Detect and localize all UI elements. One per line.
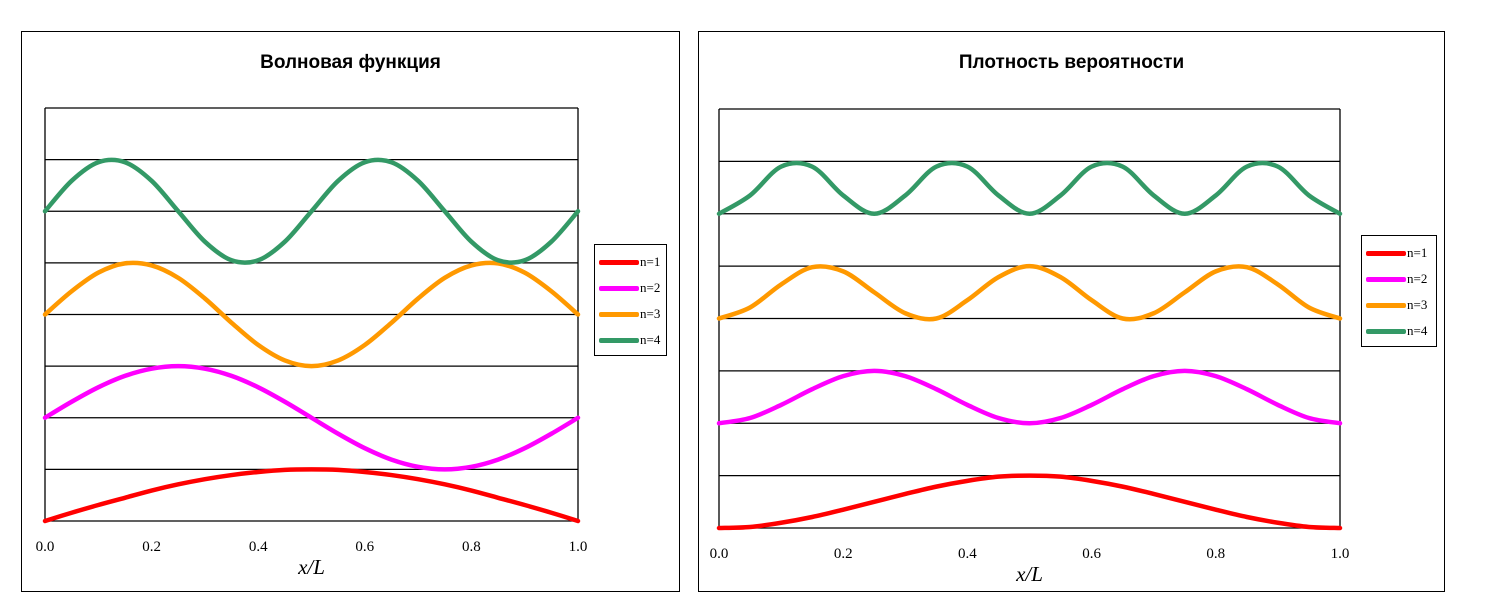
series-line-n1	[42, 467, 581, 524]
series-line-n2	[42, 363, 581, 472]
x-axis-label: x/L	[297, 555, 325, 579]
legend-label: n=2	[640, 280, 661, 295]
legend-swatch	[599, 259, 639, 265]
x-tick-label: 0.2	[834, 546, 853, 562]
series-line-n2	[716, 368, 1343, 426]
chart-title: Волновая функция	[260, 52, 441, 73]
legend-item: n=1	[599, 249, 661, 275]
series-line-n4	[716, 160, 1343, 216]
x-tick-label: 0.8	[1206, 546, 1225, 562]
x-tick-label: 0.0	[710, 546, 729, 562]
probability-density-plot: 0.0 0.2 0.4 0.6 0.8 1.0 x/L	[710, 108, 1350, 586]
x-axis-label: x/L	[1015, 562, 1043, 586]
x-tick-label: 1.0	[1331, 546, 1350, 562]
legend-label: n=1	[1407, 245, 1428, 260]
chart-panel-probability-density: Плотность вероятности 0.0 0.2 0.4 0.6 0.8 1.0…	[698, 31, 1445, 592]
x-tick-label: 0.4	[249, 539, 268, 555]
chart-legend: n=1 n=2 n=3 n=4	[1361, 235, 1437, 347]
chart-panel-wavefunction: Волновая функция 0.0 0.2 0.4 0.6 0.8 1.0 x/L n…	[21, 31, 680, 592]
x-tick-label: 1.0	[569, 539, 588, 555]
legend-label: n=3	[640, 306, 661, 321]
legend-label: n=3	[1407, 297, 1428, 312]
legend-swatch	[1366, 250, 1406, 256]
legend-item: n=4	[1366, 318, 1431, 344]
legend-item: n=1	[1366, 240, 1431, 266]
legend-swatch	[1366, 302, 1406, 308]
legend-label: n=2	[1407, 271, 1428, 286]
chart-title: Плотность вероятности	[958, 52, 1185, 73]
x-tick-label: 0.0	[36, 539, 55, 555]
x-tick-label: 0.6	[1082, 546, 1101, 562]
chart-legend: n=1 n=2 n=3 n=4	[594, 244, 667, 356]
legend-swatch	[599, 337, 639, 343]
legend-item: n=3	[1366, 292, 1431, 318]
legend-label: n=1	[640, 254, 661, 269]
legend-label: n=4	[640, 332, 661, 347]
legend-swatch	[599, 311, 639, 317]
x-tick-label: 0.2	[142, 539, 161, 555]
legend-item: n=4	[599, 327, 661, 353]
series-line-n3	[42, 260, 581, 369]
legend-swatch	[1366, 328, 1406, 334]
legend-item: n=2	[1366, 266, 1431, 292]
legend-label: n=4	[1407, 323, 1428, 338]
legend-swatch	[1366, 276, 1406, 282]
x-tick-label: 0.8	[462, 539, 481, 555]
legend-item: n=3	[599, 301, 661, 327]
legend-swatch	[599, 285, 639, 291]
series-line-n1	[716, 473, 1343, 531]
series-line-n4	[42, 157, 581, 265]
x-tick-label: 0.6	[355, 539, 374, 555]
legend-item: n=2	[599, 275, 661, 301]
x-tick-label: 0.4	[958, 546, 977, 562]
series-line-n3	[716, 263, 1343, 322]
wavefunction-plot: 0.0 0.2 0.4 0.6 0.8 1.0 x/L	[36, 107, 588, 579]
